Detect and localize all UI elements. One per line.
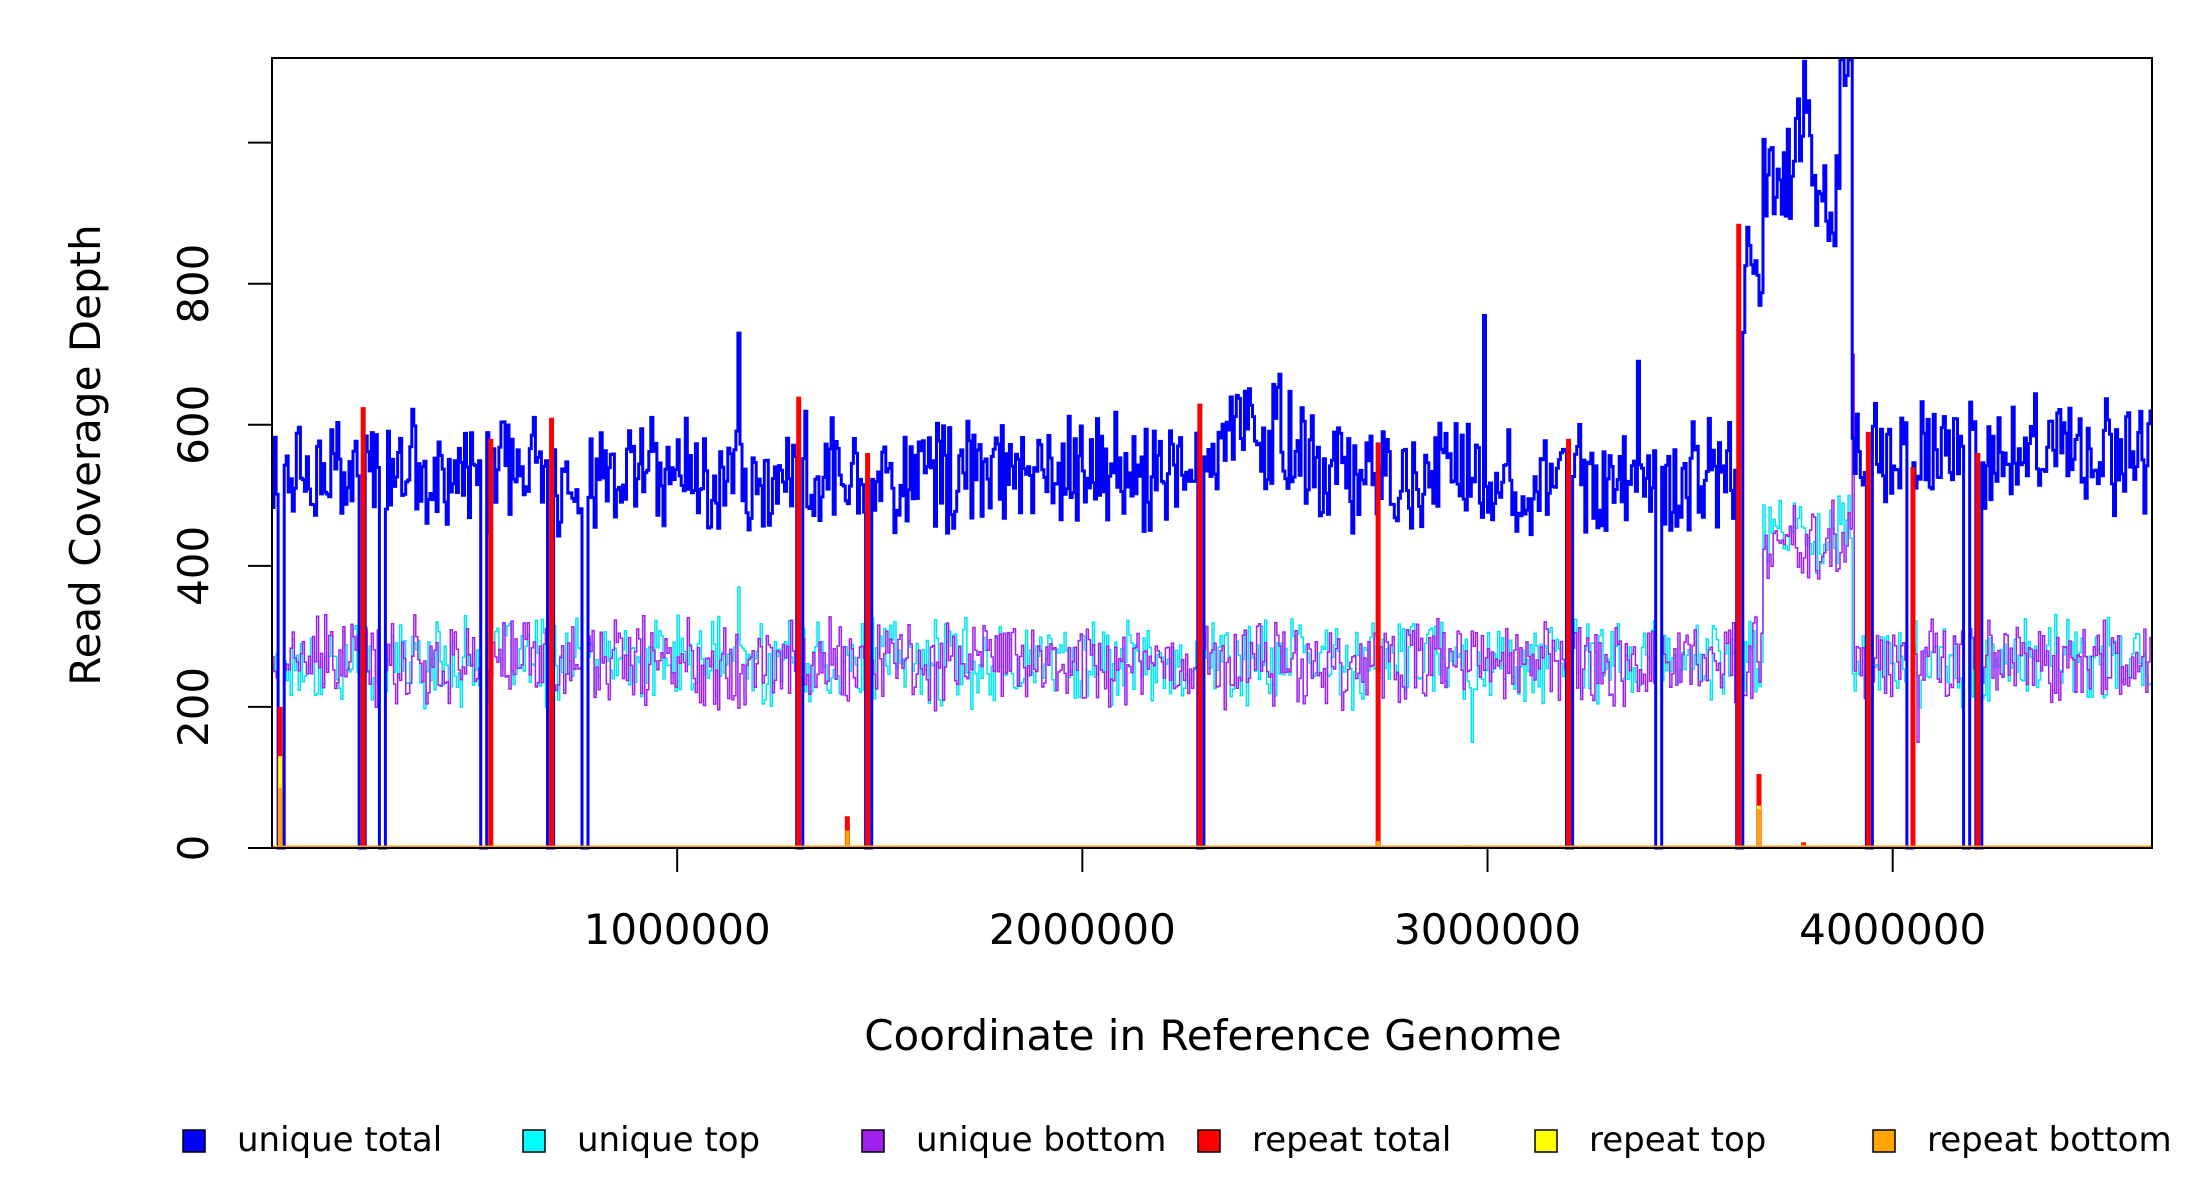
legend-label: unique top bbox=[577, 1120, 760, 1160]
series-unique-total bbox=[272, 58, 2152, 850]
y-tick-label: 0 bbox=[169, 835, 218, 862]
y-tick-label: 400 bbox=[169, 526, 218, 606]
x-tick-label: 4000000 bbox=[1799, 905, 1986, 954]
x-tick-label: 2000000 bbox=[989, 905, 1176, 954]
series-layer bbox=[272, 58, 2152, 850]
y-axis: 0 200 400 600 800 bbox=[169, 141, 272, 862]
legend-label: unique bottom bbox=[916, 1120, 1166, 1160]
plot-frame bbox=[271, 57, 2153, 849]
y-axis-label: Read Coverage Depth bbox=[61, 224, 110, 685]
legend-label: unique total bbox=[237, 1120, 442, 1160]
x-axis: 1000000 2000000 3000000 4000000 bbox=[584, 848, 1986, 954]
legend-swatch bbox=[522, 1129, 546, 1153]
legend-swatch bbox=[1197, 1129, 1221, 1153]
y-tick-label: 800 bbox=[169, 244, 218, 324]
legend-label: repeat total bbox=[1252, 1120, 1451, 1160]
y-tick-label: 200 bbox=[169, 667, 218, 747]
x-tick-label: 3000000 bbox=[1394, 905, 1581, 954]
legend-label: repeat top bbox=[1589, 1120, 1766, 1160]
x-axis-label: Coordinate in Reference Genome bbox=[864, 1011, 1562, 1060]
y-tick-label: 600 bbox=[169, 385, 218, 465]
legend-swatch bbox=[1534, 1129, 1558, 1153]
x-tick-label: 1000000 bbox=[584, 905, 771, 954]
legend-swatch bbox=[182, 1129, 206, 1153]
legend-swatch bbox=[1872, 1129, 1896, 1153]
series-unique-bottom bbox=[272, 353, 2152, 849]
legend-swatch bbox=[861, 1129, 885, 1153]
legend: unique total unique top unique bottom repea… bbox=[182, 1120, 2172, 1160]
legend-label: repeat bottom bbox=[1927, 1120, 2172, 1160]
